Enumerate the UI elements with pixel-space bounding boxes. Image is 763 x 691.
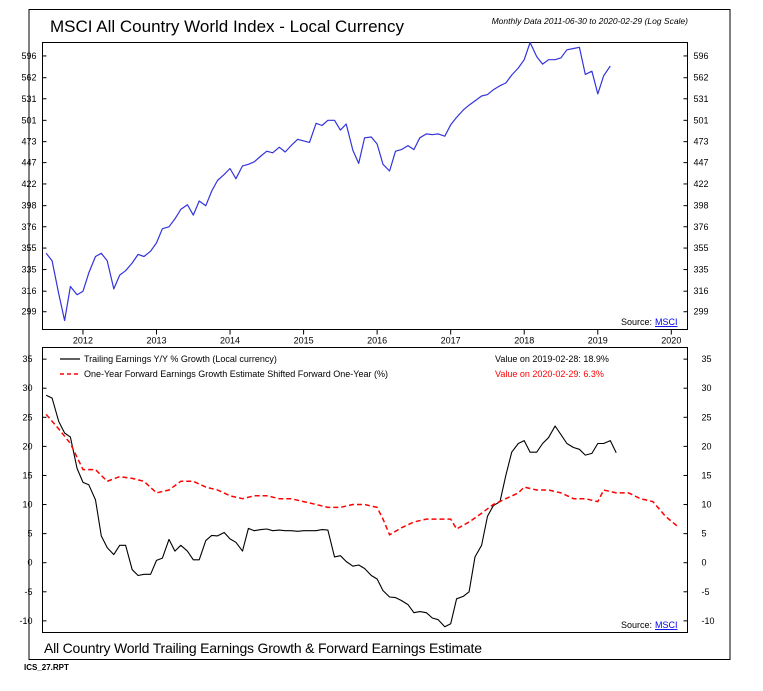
bottom-y-tick-label-right-6: 20: [702, 441, 712, 451]
top-plot-area: [42, 42, 688, 330]
bottom-y-tick-label-left-4: 10: [22, 500, 32, 510]
bottom-plot-area: [42, 347, 688, 633]
bottom-y-tick-label-right-4: 10: [702, 500, 712, 510]
bottom-y-tick-label-left-7: 25: [22, 412, 32, 422]
report-id: ICS_27.RPT: [24, 663, 69, 672]
top-y-tick-label-left-4: 376: [21, 222, 36, 232]
top-x-tick-label-4: 2016: [367, 336, 387, 346]
bottom-y-tick-label-left-9: 35: [22, 354, 32, 364]
top-y-tick-label-right-0: 299: [694, 307, 709, 317]
outer-border: [28, 9, 731, 660]
legend-label-forward: One-Year Forward Earnings Growth Estimat…: [84, 369, 388, 379]
top-y-tick-label-left-10: 531: [21, 94, 36, 104]
top-x-ticks: 2012 2013 2014 2015 2016 2017 2018 2019 2020: [73, 329, 681, 346]
annotation-trailing-value: Value on 2019-02-28: 18.9%: [495, 354, 609, 364]
top-y-tick-label-left-3: 355: [21, 243, 36, 253]
bottom-y-tick-label-right-2: 0: [702, 558, 707, 568]
top-y-tick-label-left-12: 596: [21, 51, 36, 61]
top-y-tick-label-left-8: 473: [21, 137, 36, 147]
bottom-y-tick-label-left-6: 20: [22, 441, 32, 451]
legend-label-trailing: Trailing Earnings Y/Y % Growth (Local cu…: [84, 354, 277, 364]
bottom-y-tick-label-left-0: -10: [19, 616, 32, 626]
top-chart-title: MSCI All Country World Index - Local Cur…: [50, 17, 404, 36]
top-x-tick-label-2: 2014: [220, 336, 240, 346]
bottom-y-tick-label-left-2: 0: [27, 558, 32, 568]
bottom-y-tick-label-right-9: 35: [702, 354, 712, 364]
top-y-tick-label-left-0: 299: [21, 307, 36, 317]
legend-item-trailing: Trailing Earnings Y/Y % Growth (Local cu…: [60, 354, 277, 364]
bottom-series-line-1: [45, 413, 678, 536]
bottom-y-ticks-right: -10 -5 0 5 10 15 20 25 30 35: [683, 354, 715, 626]
top-y-tick-label-right-3: 355: [694, 243, 709, 253]
bottom-y-tick-label-right-3: 5: [702, 529, 707, 539]
top-series-group: [45, 41, 611, 322]
top-y-tick-label-right-1: 316: [694, 286, 709, 296]
bottom-y-tick-label-right-0: -10: [702, 616, 715, 626]
bottom-y-tick-label-right-5: 15: [702, 470, 712, 480]
top-y-tick-label-right-8: 473: [694, 137, 709, 147]
bottom-y-tick-label-left-5: 15: [22, 470, 32, 480]
bottom-source-link[interactable]: MSCI: [655, 620, 678, 630]
bottom-y-tick-label-left-8: 30: [22, 383, 32, 393]
top-x-tick-label-6: 2018: [514, 336, 534, 346]
top-y-tick-label-right-11: 562: [694, 73, 709, 83]
top-y-tick-label-right-5: 398: [694, 201, 709, 211]
top-y-tick-label-right-12: 596: [694, 51, 709, 61]
top-chart-subtitle: Monthly Data 2011-06-30 to 2020-02-29 (L…: [492, 16, 689, 26]
top-y-tick-label-left-2: 335: [21, 265, 36, 275]
top-y-tick-label-right-9: 501: [694, 115, 709, 125]
top-x-tick-label-5: 2017: [441, 336, 461, 346]
top-source-link[interactable]: MSCI: [655, 317, 678, 327]
top-source-label: Source:: [621, 317, 652, 327]
top-y-ticks-left: 299 316 335 355 376 398 422 447 473 501 531 562 596: [21, 51, 47, 317]
footer-title: All Country World Trailing Earnings Grow…: [44, 640, 482, 656]
bottom-y-tick-label-left-1: -5: [24, 587, 32, 597]
bottom-y-ticks-left: -10 -5 0 5 10 15 20 25 30 35: [19, 354, 47, 626]
top-y-tick-label-left-1: 316: [21, 286, 36, 296]
bottom-series-group: [45, 394, 678, 628]
top-x-tick-label-7: 2019: [588, 336, 608, 346]
legend-item-forward: One-Year Forward Earnings Growth Estimat…: [60, 369, 388, 379]
top-series-line-0: [45, 41, 611, 322]
top-y-ticks-right: 299 316 335 355 376 398 422 447 473 501 531 562 596: [683, 51, 709, 317]
top-y-tick-label-left-9: 501: [21, 115, 36, 125]
bottom-y-tick-label-left-3: 5: [27, 529, 32, 539]
top-y-tick-label-left-5: 398: [21, 201, 36, 211]
top-chart: MSCI All Country World Index - Local Cur…: [21, 16, 708, 346]
top-x-tick-label-8: 2020: [661, 336, 681, 346]
top-x-tick-label-0: 2012: [73, 336, 93, 346]
bottom-y-tick-label-right-7: 25: [702, 412, 712, 422]
bottom-source-label: Source:: [621, 620, 652, 630]
top-y-tick-label-right-10: 531: [694, 94, 709, 104]
bottom-series-line-0: [45, 394, 617, 628]
bottom-y-tick-label-right-1: -5: [702, 587, 710, 597]
top-y-tick-label-right-2: 335: [694, 265, 709, 275]
top-y-tick-label-right-6: 422: [694, 179, 709, 189]
top-y-tick-label-left-7: 447: [21, 158, 36, 168]
top-y-tick-label-left-11: 562: [21, 73, 36, 83]
top-y-tick-label-left-6: 422: [21, 179, 36, 189]
legend: Trailing Earnings Y/Y % Growth (Local cu…: [60, 354, 388, 379]
top-x-tick-label-3: 2015: [294, 336, 314, 346]
bottom-y-tick-label-right-8: 30: [702, 383, 712, 393]
top-y-tick-label-right-7: 447: [694, 158, 709, 168]
annotation-forward-value: Value on 2020-02-29: 6.3%: [495, 369, 604, 379]
top-y-tick-label-right-4: 376: [694, 222, 709, 232]
top-x-tick-label-1: 2013: [146, 336, 166, 346]
